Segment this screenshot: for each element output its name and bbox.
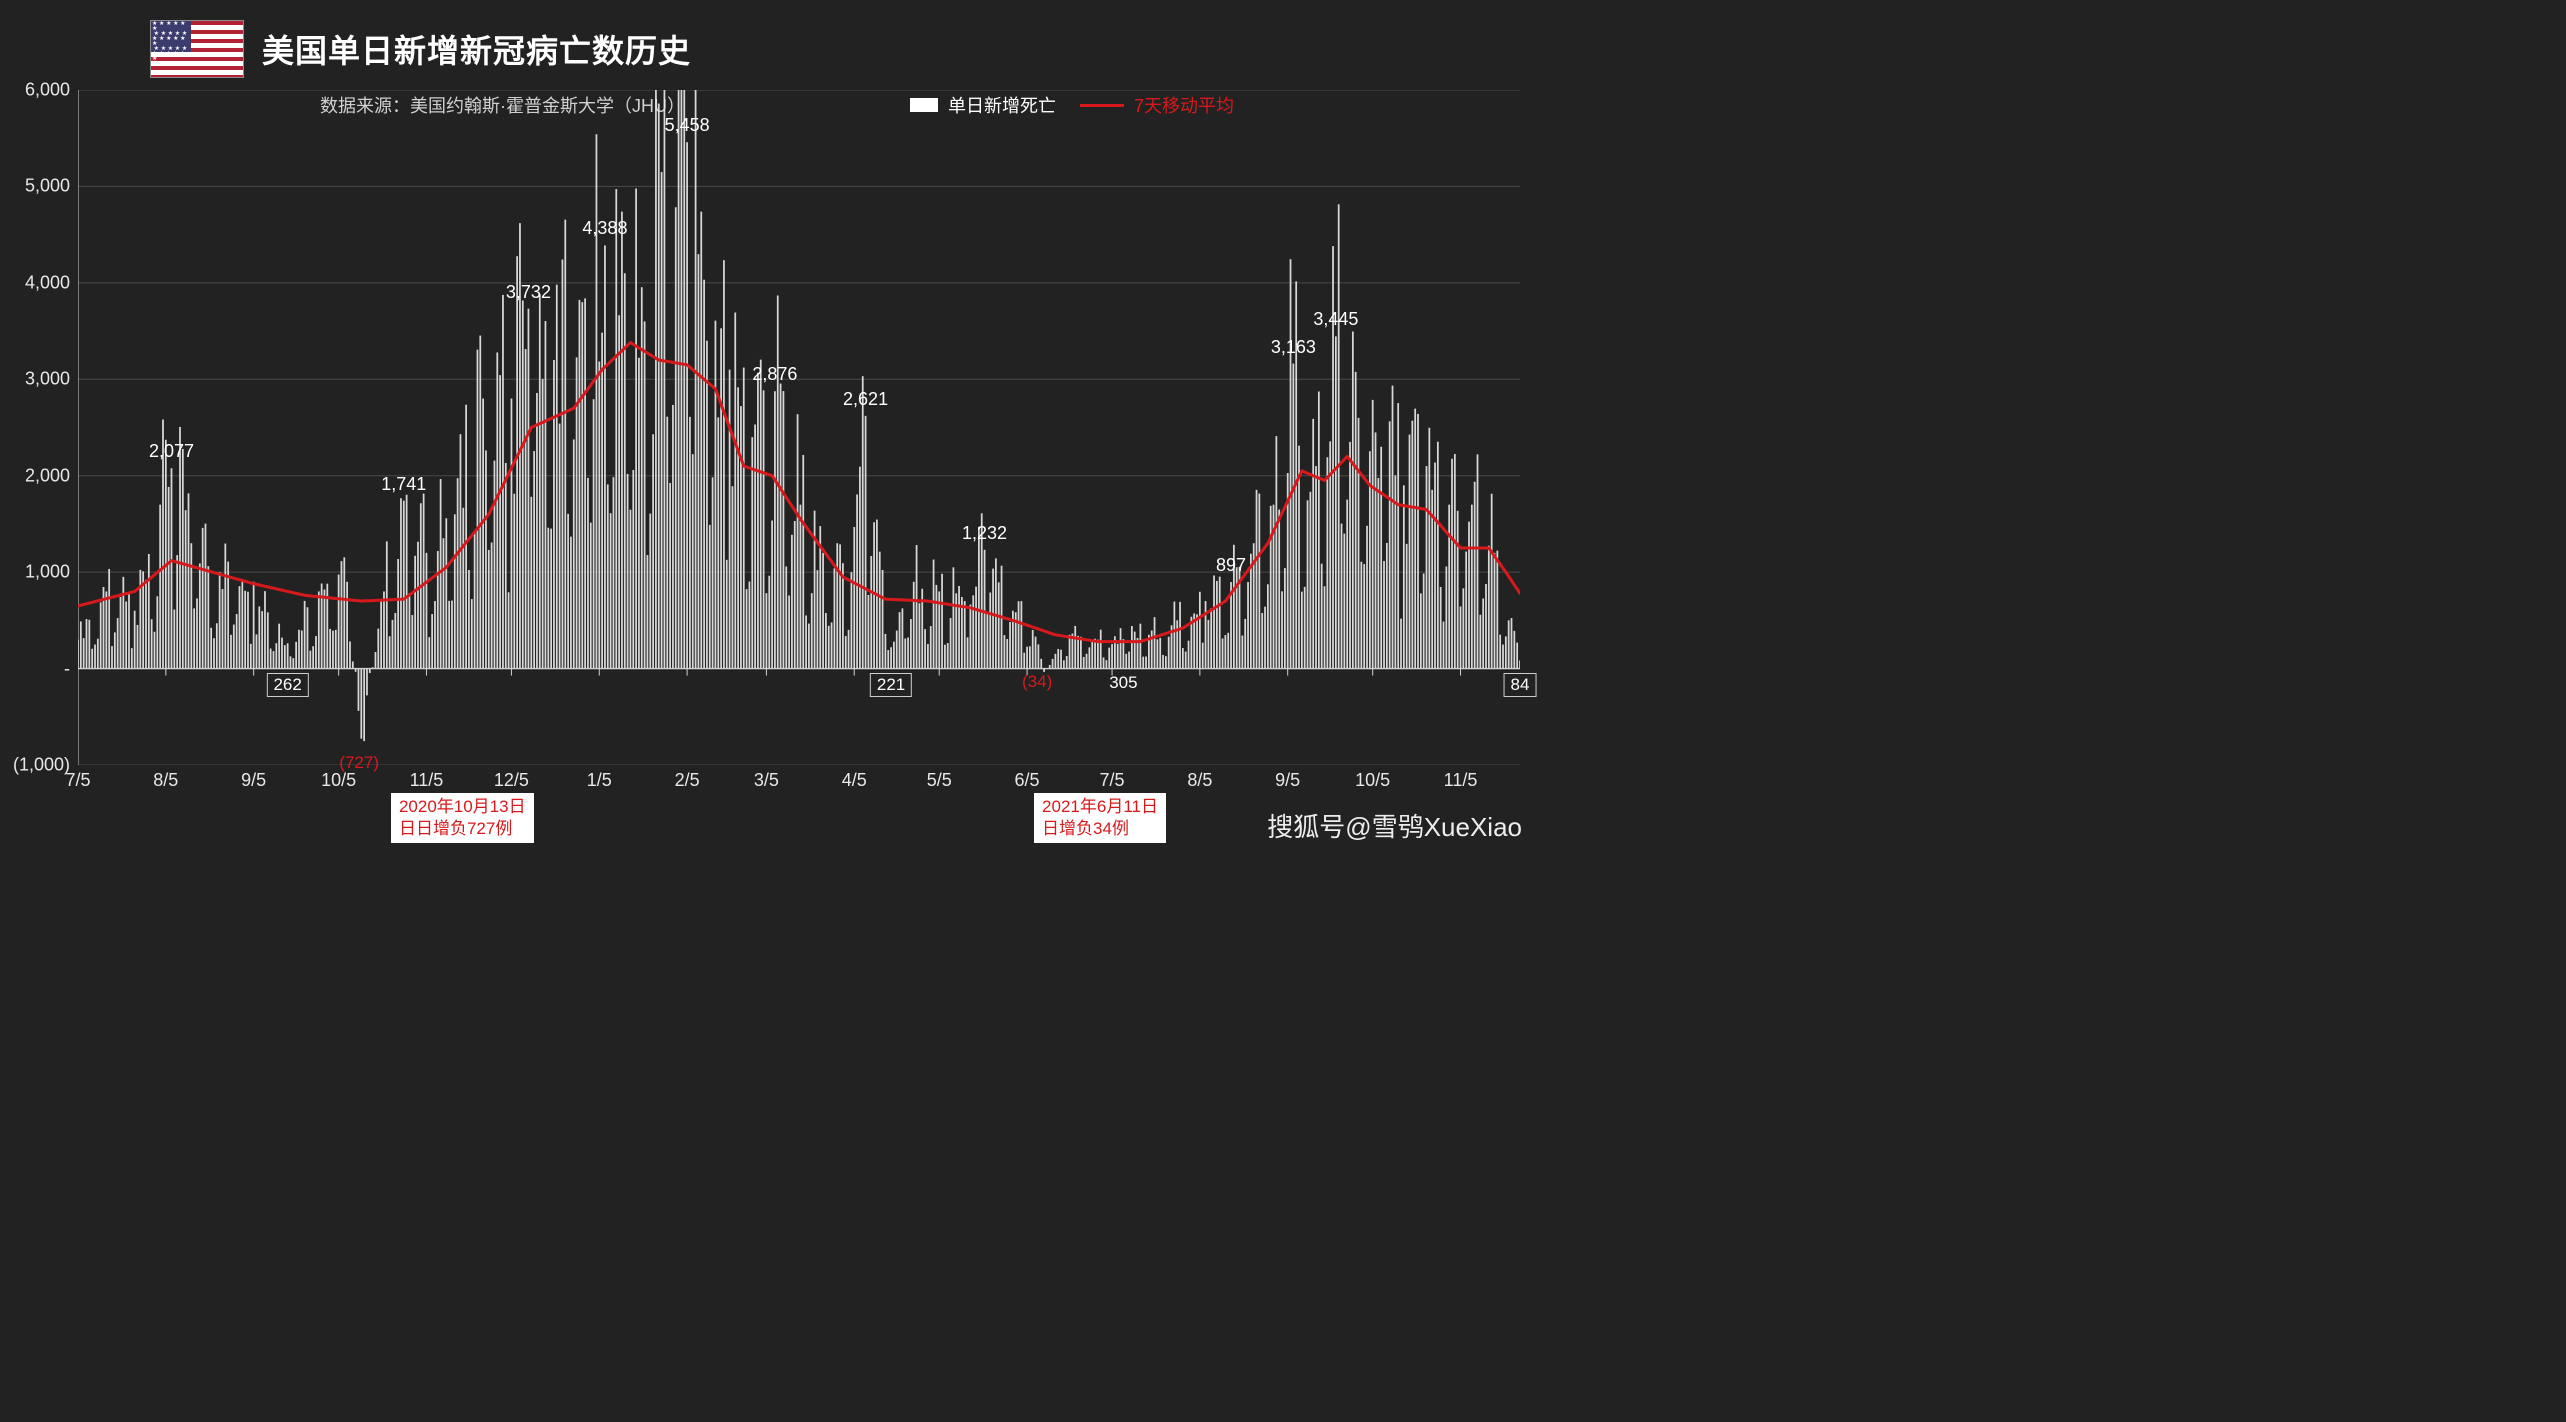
low-label: 221 (870, 673, 912, 697)
watermark: 搜狐号@雪鸮XueXiao (1267, 807, 1522, 844)
peak-label: 3,445 (1313, 309, 1358, 330)
x-tick-label: 2/5 (675, 770, 700, 791)
chart-header: ★ ★ ★ ★ ★ ★ ★ ★ ★ ★ ★★ ★ ★ ★ ★ ★ ★ ★ ★ ★… (150, 20, 691, 78)
x-tick-label: 6/5 (1015, 770, 1040, 791)
plot-area (78, 90, 1520, 765)
peak-label: 5,458 (665, 115, 710, 136)
x-tick-label: 5/5 (927, 770, 952, 791)
x-tick-label: 8/5 (1187, 770, 1212, 791)
x-tick-label: 9/5 (241, 770, 266, 791)
peak-label: 3,732 (506, 282, 551, 303)
low-label: 262 (266, 673, 308, 697)
peak-label: 2,876 (752, 364, 797, 385)
peak-label: 4,388 (582, 218, 627, 239)
callout-box: 2021年6月11日日增负34例 (1034, 793, 1166, 843)
negative-value-label: (34) (1022, 672, 1052, 692)
chart-root: ★ ★ ★ ★ ★ ★ ★ ★ ★ ★ ★★ ★ ★ ★ ★ ★ ★ ★ ★ ★… (0, 0, 1536, 852)
x-tick-label: 11/5 (1444, 770, 1478, 791)
x-tick-label: 10/5 (1355, 770, 1390, 791)
peak-label: 2,621 (843, 389, 888, 410)
peak-label: 1,741 (381, 474, 426, 495)
peak-label: 3,163 (1271, 337, 1316, 358)
y-tick-label: 2,000 (10, 465, 70, 486)
low-label: 84 (1504, 673, 1537, 697)
x-tick-label: 3/5 (754, 770, 779, 791)
low-label: 305 (1109, 673, 1137, 693)
negative-value-label: (727) (339, 753, 379, 773)
x-tick-label: 1/5 (587, 770, 612, 791)
y-tick-label: 3,000 (10, 369, 70, 390)
y-tick-label: 6,000 (10, 80, 70, 101)
x-tick-label: 7/5 (65, 770, 90, 791)
peak-label: 1,232 (962, 523, 1007, 544)
peak-label: 2,077 (149, 441, 194, 462)
plot-svg (78, 90, 1520, 765)
y-tick-label: 5,000 (10, 176, 70, 197)
x-tick-label: 9/5 (1275, 770, 1300, 791)
x-tick-label: 11/5 (410, 770, 444, 791)
callout-box: 2020年10月13日日日增负727例 (391, 793, 534, 843)
y-tick-label: 1,000 (10, 562, 70, 583)
y-tick-label: - (10, 658, 70, 679)
x-tick-label: 12/5 (494, 770, 529, 791)
x-tick-label: 7/5 (1100, 770, 1125, 791)
chart-title: 美国单日新增新冠病亡数历史 (262, 26, 691, 72)
y-tick-label: (1,000) (10, 755, 70, 776)
us-flag-icon: ★ ★ ★ ★ ★ ★ ★ ★ ★ ★ ★★ ★ ★ ★ ★ ★ ★ ★ ★ ★… (150, 20, 244, 78)
peak-label: 897 (1216, 555, 1246, 576)
x-tick-label: 4/5 (842, 770, 867, 791)
x-tick-label: 8/5 (153, 770, 178, 791)
y-tick-label: 4,000 (10, 272, 70, 293)
